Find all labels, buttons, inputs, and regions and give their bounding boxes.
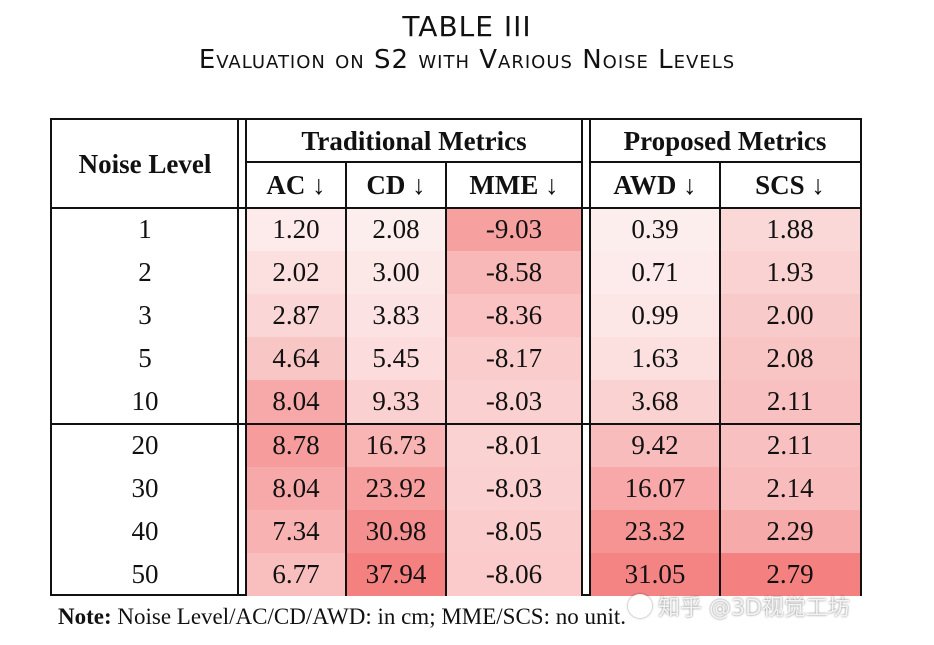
metric-cell: -8.58	[446, 251, 582, 295]
metric-cell: 2.08	[720, 337, 860, 381]
metric-cell: -8.36	[446, 294, 582, 338]
metric-cell: 2.08	[346, 208, 446, 252]
metric-cell: 1.63	[590, 337, 720, 381]
metric-cell: 7.34	[246, 509, 346, 553]
column-header: MME ↓	[469, 169, 559, 200]
results-table: Noise Level Traditional Metrics Proposed M…	[50, 118, 862, 596]
table-rule	[245, 120, 247, 596]
noise-level-cell: 50	[131, 558, 159, 589]
note-label: Note:	[58, 604, 112, 629]
watermark-logo-icon	[628, 594, 652, 618]
column-header: AC ↓	[266, 169, 326, 200]
metric-cell: 2.11	[720, 423, 860, 467]
metric-cell: 1.88	[720, 208, 860, 252]
noise-level-cell: 5	[138, 343, 152, 374]
watermark-text: 知乎 @3D视觉工坊	[658, 596, 850, 621]
metric-cell: 8.04	[246, 380, 346, 424]
note-text: Noise Level/AC/CD/AWD: in cm; MME/SCS: n…	[117, 604, 627, 629]
noise-level-cell: 3	[138, 300, 152, 331]
metric-cell: 2.02	[246, 251, 346, 295]
metric-cell: 0.99	[590, 294, 720, 338]
metric-cell: 30.98	[346, 509, 446, 553]
noise-level-cell: 20	[131, 429, 159, 460]
table-rule	[589, 120, 591, 596]
table-note: Note: Noise Level/AC/CD/AWD: in cm; MME/…	[58, 604, 626, 630]
metric-cell: -8.01	[446, 423, 582, 467]
metric-cell: 2.87	[246, 294, 346, 338]
metric-cell: -8.03	[446, 380, 582, 424]
metric-cell: 8.78	[246, 423, 346, 467]
metric-cell: -9.03	[446, 208, 582, 252]
noise-level-cell: 40	[131, 515, 159, 546]
metric-cell: 2.14	[720, 466, 860, 510]
metric-cell: 1.20	[246, 208, 346, 252]
metric-cell: 31.05	[590, 552, 720, 596]
header-traditional-metrics: Traditional Metrics	[301, 125, 527, 156]
header-proposed-metrics: Proposed Metrics	[623, 125, 827, 156]
noise-level-cell: 1	[138, 214, 152, 245]
metric-cell: 2.11	[720, 380, 860, 424]
metric-cell: 0.71	[590, 251, 720, 295]
metric-cell: 16.73	[346, 423, 446, 467]
metric-cell: 9.42	[590, 423, 720, 467]
watermark: 知乎 @3D视觉工坊	[628, 590, 850, 622]
header-noise-level: Noise Level	[78, 148, 212, 179]
metric-cell: -8.17	[446, 337, 582, 381]
metric-cell: 2.29	[720, 509, 860, 553]
table-rule	[590, 161, 860, 163]
metric-cell: 1.93	[720, 251, 860, 295]
metric-cell: 23.32	[590, 509, 720, 553]
noise-level-cell: 10	[131, 386, 159, 417]
table-rule	[445, 162, 447, 596]
metric-cell: -8.05	[446, 509, 582, 553]
table-rule	[52, 422, 860, 425]
table-rule	[52, 207, 860, 209]
column-header: SCS ↓	[755, 169, 825, 200]
metric-cell: 6.77	[246, 552, 346, 596]
table-number: TABLE III	[402, 10, 532, 43]
metric-cell: 37.94	[346, 552, 446, 596]
metric-cell: 9.33	[346, 380, 446, 424]
metric-cell: 8.04	[246, 466, 346, 510]
metric-cell: 16.07	[590, 466, 720, 510]
noise-level-cell: 30	[131, 472, 159, 503]
noise-level-cell: 2	[138, 257, 152, 288]
metric-cell: 5.45	[346, 337, 446, 381]
metric-cell: -8.06	[446, 552, 582, 596]
metric-cell: 2.00	[720, 294, 860, 338]
metric-cell: 0.39	[590, 208, 720, 252]
metric-cell: 3.00	[346, 251, 446, 295]
metric-cell: 4.64	[246, 337, 346, 381]
metric-cell: 3.83	[346, 294, 446, 338]
column-header: CD ↓	[366, 169, 426, 200]
table-rule	[581, 120, 583, 596]
column-header: AWD ↓	[613, 169, 697, 200]
metric-cell: -8.03	[446, 466, 582, 510]
table-rule	[345, 162, 347, 596]
table-rule	[719, 162, 721, 596]
metric-cell: 3.68	[590, 380, 720, 424]
table-rule	[246, 161, 582, 163]
table-title: Evaluation on S2 with Various Noise Leve…	[198, 45, 736, 75]
metric-cell: 23.92	[346, 466, 446, 510]
table-rule	[237, 120, 239, 596]
metric-cell: 2.79	[720, 552, 860, 596]
